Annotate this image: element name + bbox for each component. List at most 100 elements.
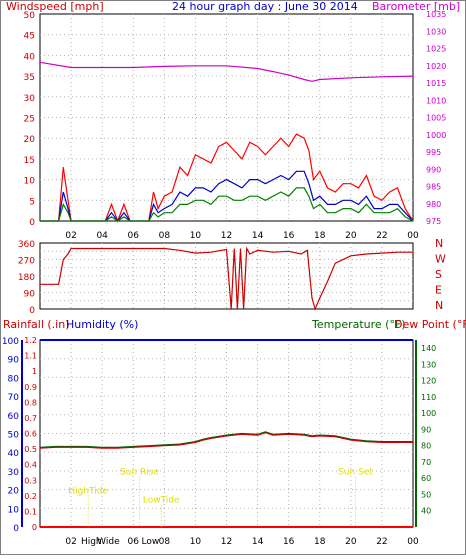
wind-x-tick-label: 00 <box>407 231 419 241</box>
compass-label: S <box>435 268 442 281</box>
rain-tick-label: 0 <box>32 523 37 532</box>
direction-tick-label: 360 <box>18 240 35 250</box>
barometer-tick-label: 980 <box>426 200 441 209</box>
wind-x-tick-label: 12 <box>221 231 232 241</box>
barometer-tick-label: 985 <box>426 183 441 192</box>
humidity-tick-label: 80 <box>8 374 20 384</box>
temp-x-tick-label: Wide <box>97 537 120 547</box>
rain-tick-label: 0.9 <box>24 383 37 392</box>
humidity-tick-label: 20 <box>8 487 20 497</box>
humidity-tick-label: 50 <box>8 431 20 441</box>
wind-tick-label: 25 <box>24 115 35 125</box>
humidity-tick-label: 30 <box>8 468 20 478</box>
wind-x-tick-label: 10 <box>190 231 202 241</box>
wind-x-tick-label: 22 <box>376 231 387 241</box>
wind-tick-label: 40 <box>24 52 36 62</box>
wind-x-tick-label: 20 <box>345 231 357 241</box>
compass-label: W <box>435 253 446 266</box>
rain-tick-label: 0.4 <box>24 461 37 470</box>
barometer-tick-label: 1020 <box>426 62 446 71</box>
temperature-tick-label: 100 <box>421 409 436 418</box>
temp-x-tick-label: 20 <box>345 537 357 547</box>
wind-tick-label: 15 <box>24 156 35 166</box>
compass-label: N <box>435 237 443 250</box>
chart-title: 24 hour graph day : June 30 2014 <box>172 0 358 13</box>
rain-tick-label: 1 <box>32 367 37 376</box>
direction-tick-label: 270 <box>18 257 35 267</box>
dewpoint-axis-title: Dew Point (°F) <box>394 318 466 331</box>
humidity-tick-label: 10 <box>8 505 20 515</box>
annotation-label: Sun Rise <box>120 468 159 478</box>
rain-tick-label: 1.1 <box>24 352 37 361</box>
direction-tick-label: 90 <box>24 290 36 300</box>
direction-tick-label: 180 <box>18 273 35 283</box>
temp-x-tick-label: 06 <box>128 537 140 547</box>
temp-x-tick-label: 10 <box>190 537 202 547</box>
wind-plot-area <box>39 13 414 222</box>
wind-tick-label: 45 <box>24 32 35 42</box>
temperature-tick-label: 140 <box>421 344 436 353</box>
temperature-tick-label: 110 <box>421 393 436 402</box>
series-line-temperature <box>39 431 413 448</box>
wind-x-tick-label: 16 <box>283 231 295 241</box>
temperature-tick-label: 90 <box>421 425 431 434</box>
barometer-tick-label: 1035 <box>426 10 446 19</box>
annotation-label: HighTide <box>68 486 108 496</box>
annotation-label: Sun Set <box>338 468 373 478</box>
barometer-tick-label: 1010 <box>426 96 446 105</box>
wind-axis-title: Windspeed [mph] <box>6 0 104 13</box>
annotation-label: LowTide <box>143 496 180 506</box>
direction-tick-label: 0 <box>29 306 35 316</box>
wind-tick-label: 10 <box>24 177 36 187</box>
temperature-tick-label: 80 <box>421 442 431 451</box>
temperature-axis-title: Temperature (°F) <box>311 318 406 331</box>
temp-x-tick-label: 16 <box>283 537 295 547</box>
barometer-tick-label: 995 <box>426 148 441 157</box>
wind-tick-label: 50 <box>24 11 36 21</box>
series-line-average <box>40 170 414 223</box>
rain-tick-label: 0.3 <box>24 476 37 485</box>
temperature-tick-label: 60 <box>421 474 431 483</box>
wind-tick-label: 5 <box>29 197 35 207</box>
rain-tick-label: 0.1 <box>24 507 37 516</box>
temp-x-tick-label: 02 <box>65 537 76 547</box>
temperature-tick-label: 70 <box>421 458 431 467</box>
temp-x-tick-label: 14 <box>252 537 264 547</box>
humidity-tick-label: 70 <box>8 393 20 403</box>
humidity-tick-label: 100 <box>2 337 19 347</box>
compass-label: E <box>435 284 442 297</box>
humidity-tick-label: 40 <box>8 449 20 459</box>
rain-tick-label: 0.6 <box>24 430 37 439</box>
series-line-dewpoint <box>39 432 413 449</box>
wind-tick-label: 20 <box>24 135 36 145</box>
barometer-tick-label: 990 <box>426 165 441 174</box>
barometer-axis-title: Barometer [mb] <box>372 0 460 13</box>
wind-tick-label: 0 <box>29 218 35 228</box>
rain-tick-label: 0.5 <box>24 445 37 454</box>
series-line-barometer <box>39 61 414 82</box>
barometer-tick-label: 1030 <box>426 27 446 36</box>
humidity-tick-label: 90 <box>8 356 20 366</box>
wind-x-tick-label: 18 <box>314 231 326 241</box>
rain-tick-label: 0.2 <box>24 492 37 501</box>
wind-tick-label: 35 <box>24 73 35 83</box>
series-line-gust <box>40 133 414 223</box>
barometer-tick-label: 1000 <box>426 131 446 140</box>
wind-x-tick-label: 06 <box>128 231 140 241</box>
temp-x-tick-label: 00 <box>407 537 419 547</box>
series-line-speed <box>40 187 414 222</box>
humidity-tick-label: 0 <box>13 524 19 534</box>
wind-x-tick-label: 08 <box>159 231 171 241</box>
barometer-tick-label: 975 <box>426 217 441 226</box>
rain-tick-label: 1.2 <box>24 336 37 345</box>
series-line-direction <box>40 246 413 311</box>
compass-label: N <box>435 299 443 312</box>
temp-x-tick-label: 18 <box>314 537 326 547</box>
wind-x-tick-label: 04 <box>96 231 108 241</box>
wind-x-tick-label: 02 <box>65 231 76 241</box>
barometer-tick-label: 1015 <box>426 79 446 88</box>
barometer-tick-label: 1025 <box>426 45 446 54</box>
humidity-tick-label: 60 <box>8 412 20 422</box>
